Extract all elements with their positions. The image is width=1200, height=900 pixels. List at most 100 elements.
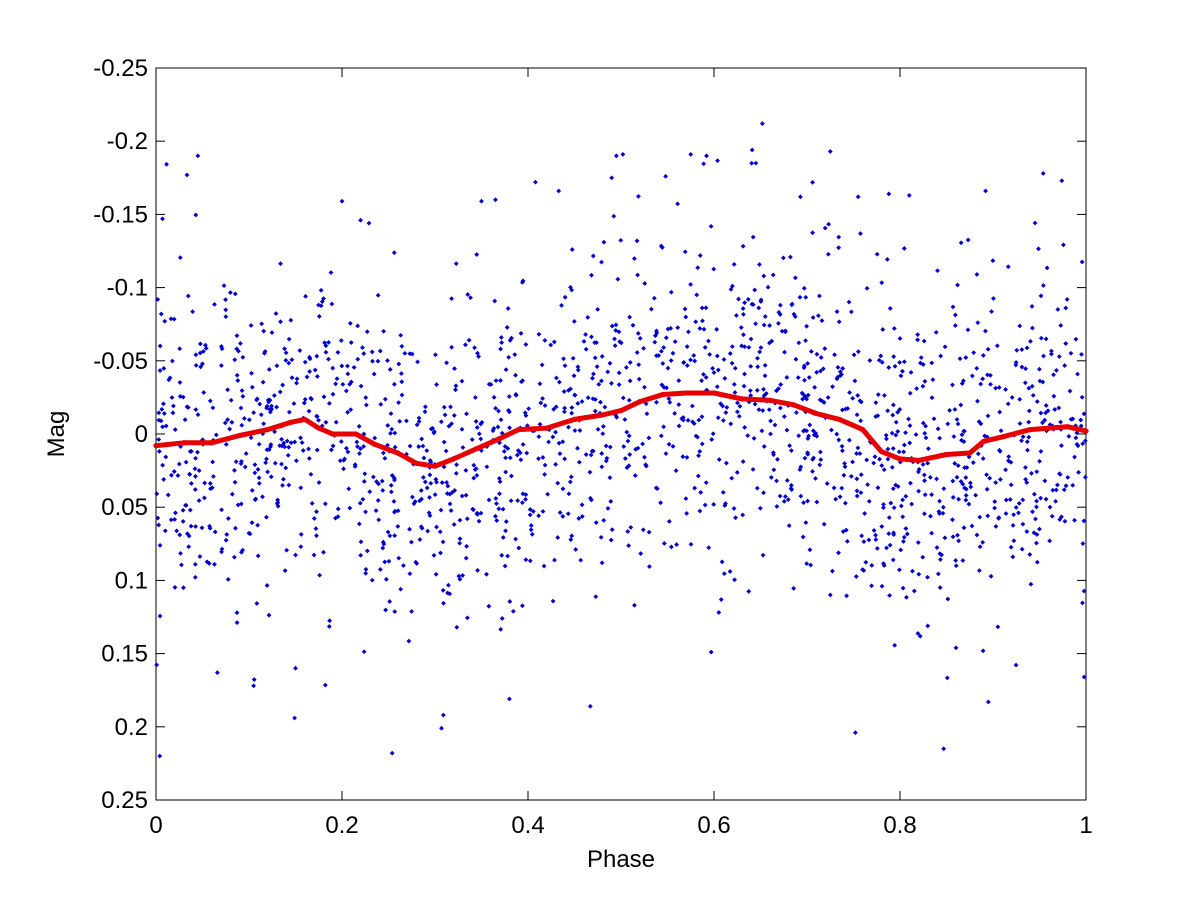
scatter-point xyxy=(675,325,681,331)
scatter-point xyxy=(556,440,562,446)
scatter-point xyxy=(898,503,904,509)
scatter-point xyxy=(478,436,484,442)
scatter-point xyxy=(391,250,397,256)
scatter-point xyxy=(452,366,457,372)
scatter-point xyxy=(648,306,654,312)
scatter-point xyxy=(158,311,164,317)
scatter-point xyxy=(688,357,694,363)
scatter-point xyxy=(834,309,840,315)
scatter-point xyxy=(922,430,928,436)
scatter-point xyxy=(793,356,799,362)
scatter-point xyxy=(157,753,163,759)
scatter-point xyxy=(341,466,347,472)
scatter-point xyxy=(546,439,552,445)
scatter-point xyxy=(550,434,556,440)
scatter-point xyxy=(571,318,577,324)
scatter-point xyxy=(937,557,943,562)
scatter-point xyxy=(520,441,526,447)
scatter-point xyxy=(661,345,667,351)
scatter-point xyxy=(859,533,865,539)
scatter-point xyxy=(918,355,924,361)
scatter-point xyxy=(420,443,426,449)
scatter-point xyxy=(492,197,498,203)
scatter-point xyxy=(746,588,752,594)
scatter-point xyxy=(1057,517,1063,523)
scatter-point xyxy=(682,249,688,255)
scatter-point xyxy=(688,151,694,157)
scatter-point xyxy=(358,446,364,452)
scatter-point xyxy=(451,412,457,418)
scatter-point xyxy=(775,320,781,326)
scatter-point xyxy=(249,487,255,493)
scatter-point xyxy=(567,479,573,485)
scatter-point xyxy=(898,373,904,379)
scatter-point xyxy=(361,649,367,655)
scatter-point xyxy=(264,447,270,453)
scatter-point xyxy=(219,346,225,352)
smoothed-curve-point xyxy=(316,425,322,431)
smoothed-curve-point xyxy=(813,410,819,417)
scatter-point xyxy=(937,585,943,591)
scatter-point xyxy=(695,473,701,479)
scatter-point xyxy=(192,574,198,580)
scatter-point xyxy=(499,340,505,346)
scatter-point xyxy=(356,423,362,429)
scatter-point xyxy=(1003,387,1009,392)
scatter-point xyxy=(747,388,753,394)
scatter-point xyxy=(1079,394,1085,400)
scatter-point xyxy=(344,363,350,369)
scatter-point xyxy=(172,516,178,522)
scatter-point xyxy=(527,506,533,512)
scatter-point xyxy=(575,364,581,370)
scatter-point xyxy=(553,375,559,381)
scatter-point xyxy=(642,281,648,286)
scatter-point xyxy=(588,334,594,340)
scatter-point xyxy=(825,395,831,400)
scatter-point xyxy=(441,439,447,445)
scatter-point xyxy=(223,537,229,543)
scatter-point xyxy=(474,472,480,478)
scatter-point xyxy=(252,462,258,468)
scatter-point xyxy=(753,160,759,166)
scatter-point xyxy=(688,541,694,547)
scatter-point xyxy=(303,293,309,299)
scatter-point xyxy=(528,527,534,533)
scatter-point xyxy=(381,541,387,547)
scatter-point xyxy=(1013,662,1019,668)
scatter-point xyxy=(1038,293,1044,299)
scatter-point xyxy=(976,568,982,574)
scatter-point xyxy=(464,543,470,549)
scatter-point xyxy=(922,378,928,384)
scatter-point xyxy=(635,193,641,199)
scatter-point xyxy=(1070,416,1076,422)
scatter-point xyxy=(938,353,944,359)
scatter-point xyxy=(444,360,450,366)
scatter-point xyxy=(777,493,783,499)
scatter-point xyxy=(974,532,980,538)
scatter-point xyxy=(896,567,902,573)
scatter-point xyxy=(953,557,959,563)
scatter-point xyxy=(789,302,795,308)
scatter-point xyxy=(984,486,990,492)
scatter-point xyxy=(364,329,370,335)
scatter-point xyxy=(484,464,490,470)
scatter-point xyxy=(950,494,956,500)
scatter-point xyxy=(734,469,740,475)
scatter-point xyxy=(537,381,543,387)
smoothed-curve-point xyxy=(916,457,922,463)
scatter-point xyxy=(559,302,565,308)
scatter-point xyxy=(620,395,626,401)
scatter-point xyxy=(355,356,361,362)
scatter-point xyxy=(599,464,605,470)
scatter-point xyxy=(771,452,777,458)
scatter-point xyxy=(419,496,424,502)
scatter-point xyxy=(585,395,591,401)
scatter-point xyxy=(518,457,524,463)
scatter-point xyxy=(254,600,260,606)
smoothed-curve-point xyxy=(660,391,666,398)
scatter-point xyxy=(970,460,976,466)
scatter-point xyxy=(652,339,658,345)
scatter-point xyxy=(476,354,482,360)
scatter-point xyxy=(750,466,756,472)
scatter-point xyxy=(929,530,935,536)
